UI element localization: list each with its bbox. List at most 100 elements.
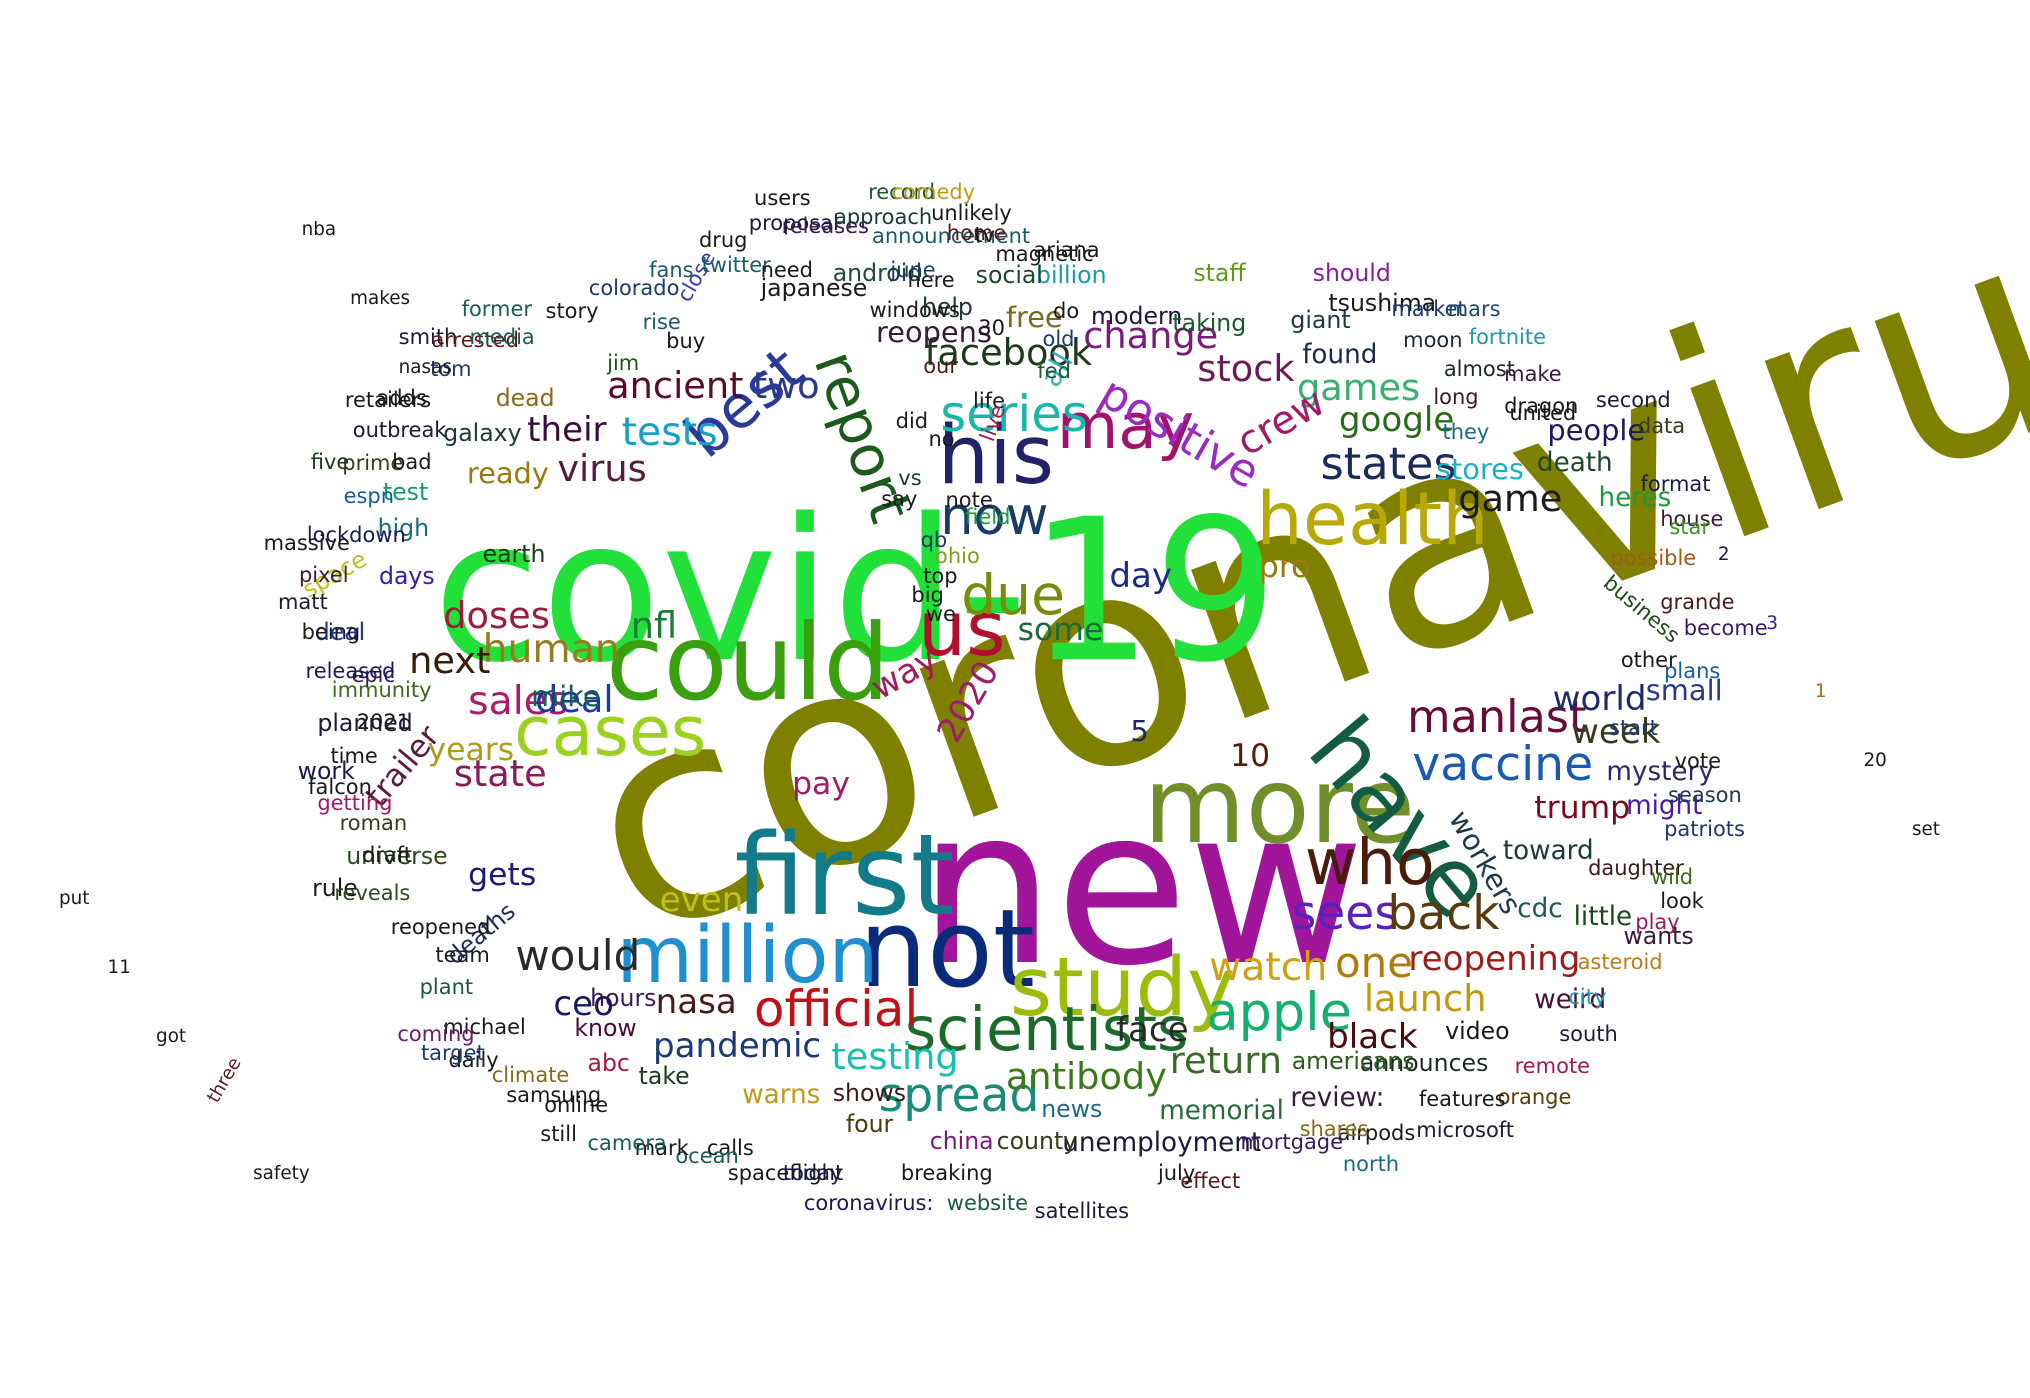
word-antibody: antibody bbox=[1005, 1054, 1167, 1098]
word-ancient: ancient bbox=[607, 363, 744, 407]
word-epic: epic bbox=[351, 663, 396, 688]
word-arrested: arrested bbox=[431, 328, 519, 352]
word-former: former bbox=[461, 296, 533, 321]
word-shares: shares bbox=[1299, 1116, 1369, 1141]
word-here: here bbox=[907, 268, 955, 293]
word-windows: windows bbox=[869, 298, 960, 323]
word-today: today bbox=[782, 1160, 843, 1185]
word-adds: adds bbox=[376, 386, 427, 411]
word-games: games bbox=[1296, 366, 1421, 410]
word-put: put bbox=[59, 887, 90, 909]
word-weird: weird bbox=[1534, 985, 1607, 1016]
word-united: united bbox=[1509, 400, 1577, 425]
word-taking: taking bbox=[1172, 308, 1247, 337]
word-format: format bbox=[1640, 472, 1711, 497]
word-house: house bbox=[1660, 507, 1724, 532]
word-season: season bbox=[1668, 782, 1742, 807]
word-reveals: reveals bbox=[334, 881, 411, 906]
word-released: released bbox=[305, 659, 396, 684]
word-matt: matt bbox=[278, 590, 328, 615]
word-note: note bbox=[945, 487, 993, 512]
word-massive: massive bbox=[263, 530, 350, 555]
word-north: north bbox=[1342, 1151, 1400, 1176]
word-doses: doses bbox=[443, 593, 550, 637]
word-change: change bbox=[1083, 314, 1219, 358]
word-drug: drug bbox=[698, 227, 748, 252]
word-bad: bad bbox=[392, 450, 432, 475]
word-news: news bbox=[1041, 1094, 1103, 1123]
word-rise: rise bbox=[642, 309, 681, 334]
word-qb: qb bbox=[920, 528, 948, 553]
word-deal: deal bbox=[314, 618, 366, 647]
word-trump: trump bbox=[1534, 789, 1631, 826]
word-asteroid: asteroid bbox=[1577, 950, 1663, 975]
word-reopens: reopens bbox=[875, 315, 992, 350]
word-video: video bbox=[1445, 1016, 1510, 1045]
word-set: set bbox=[1911, 819, 1941, 841]
word-nba: nba bbox=[301, 218, 337, 240]
word-wild: wild bbox=[1651, 864, 1694, 889]
word-galaxy: galaxy bbox=[443, 419, 522, 448]
word-ocean: ocean bbox=[675, 1143, 739, 1168]
word-pay: pay bbox=[792, 766, 850, 803]
word-5: 5 bbox=[1130, 714, 1149, 749]
word-jim: jim bbox=[607, 351, 640, 376]
word-know: know bbox=[574, 1014, 637, 1043]
word-high: high bbox=[377, 514, 430, 543]
word-test: test bbox=[382, 477, 429, 506]
word-reopening: reopening bbox=[1408, 938, 1581, 979]
word-samsung: samsung bbox=[506, 1082, 602, 1107]
word-magnetic: magnetic bbox=[995, 242, 1094, 267]
word-his: his bbox=[937, 408, 1055, 503]
word-help: help bbox=[921, 293, 973, 322]
word-five: five bbox=[310, 450, 350, 475]
word-play: play bbox=[1635, 910, 1680, 935]
word-universe: universe bbox=[346, 841, 448, 870]
word-covid-19: covid-19 bbox=[432, 476, 1279, 706]
word-their: their bbox=[527, 410, 607, 451]
word-billion: billion bbox=[1035, 260, 1107, 289]
word-sees: sees bbox=[1291, 885, 1399, 941]
word-apple: apple bbox=[1206, 982, 1352, 1044]
word-work: work bbox=[297, 757, 355, 786]
word-tv: tv bbox=[974, 222, 995, 247]
word-data: data bbox=[1637, 413, 1686, 438]
word-espn: espn bbox=[343, 483, 395, 508]
word-could: could bbox=[605, 601, 890, 724]
word-should: should bbox=[1312, 259, 1391, 288]
word-mortgage: mortgage bbox=[1240, 1129, 1344, 1154]
word-even: even bbox=[659, 880, 744, 921]
word-say: say bbox=[881, 486, 918, 511]
word-plans: plans bbox=[1664, 659, 1721, 684]
word-next: next bbox=[409, 639, 491, 683]
word-launch: launch bbox=[1363, 976, 1487, 1020]
word-day: day bbox=[1109, 555, 1173, 596]
word-tom: tom bbox=[430, 356, 472, 381]
word-nasa: nasa bbox=[655, 981, 737, 1022]
word-memorial: memorial bbox=[1159, 1095, 1284, 1126]
word-ohio: ohio bbox=[935, 543, 980, 568]
word-tsushima: tsushima bbox=[1328, 289, 1437, 318]
word-mystery: mystery bbox=[1606, 756, 1714, 787]
word-earth: earth bbox=[482, 540, 546, 569]
word-july: july bbox=[1157, 1160, 1196, 1185]
word-one: one bbox=[1334, 937, 1414, 987]
word-million: million bbox=[616, 908, 879, 1001]
word-almost: almost bbox=[1443, 356, 1515, 381]
word-makes: makes bbox=[350, 287, 411, 309]
word-americans: americans bbox=[1291, 1046, 1415, 1075]
word-market: market bbox=[1391, 296, 1466, 321]
word-safety: safety bbox=[253, 1163, 310, 1185]
word-being: being bbox=[301, 620, 361, 645]
word-rule: rule bbox=[312, 873, 358, 902]
word-nfl: nfl bbox=[630, 604, 678, 648]
word-retailers: retailers bbox=[344, 387, 432, 412]
word-first: first bbox=[734, 808, 955, 941]
word-take: take bbox=[638, 1062, 690, 1091]
word-watch: watch bbox=[1209, 944, 1328, 991]
word-outbreak: outbreak bbox=[352, 417, 447, 442]
word-review: review: bbox=[1290, 1082, 1385, 1113]
word-life: life bbox=[973, 389, 1005, 414]
word-smith: smith bbox=[398, 325, 458, 350]
word-now: now bbox=[940, 486, 1049, 548]
